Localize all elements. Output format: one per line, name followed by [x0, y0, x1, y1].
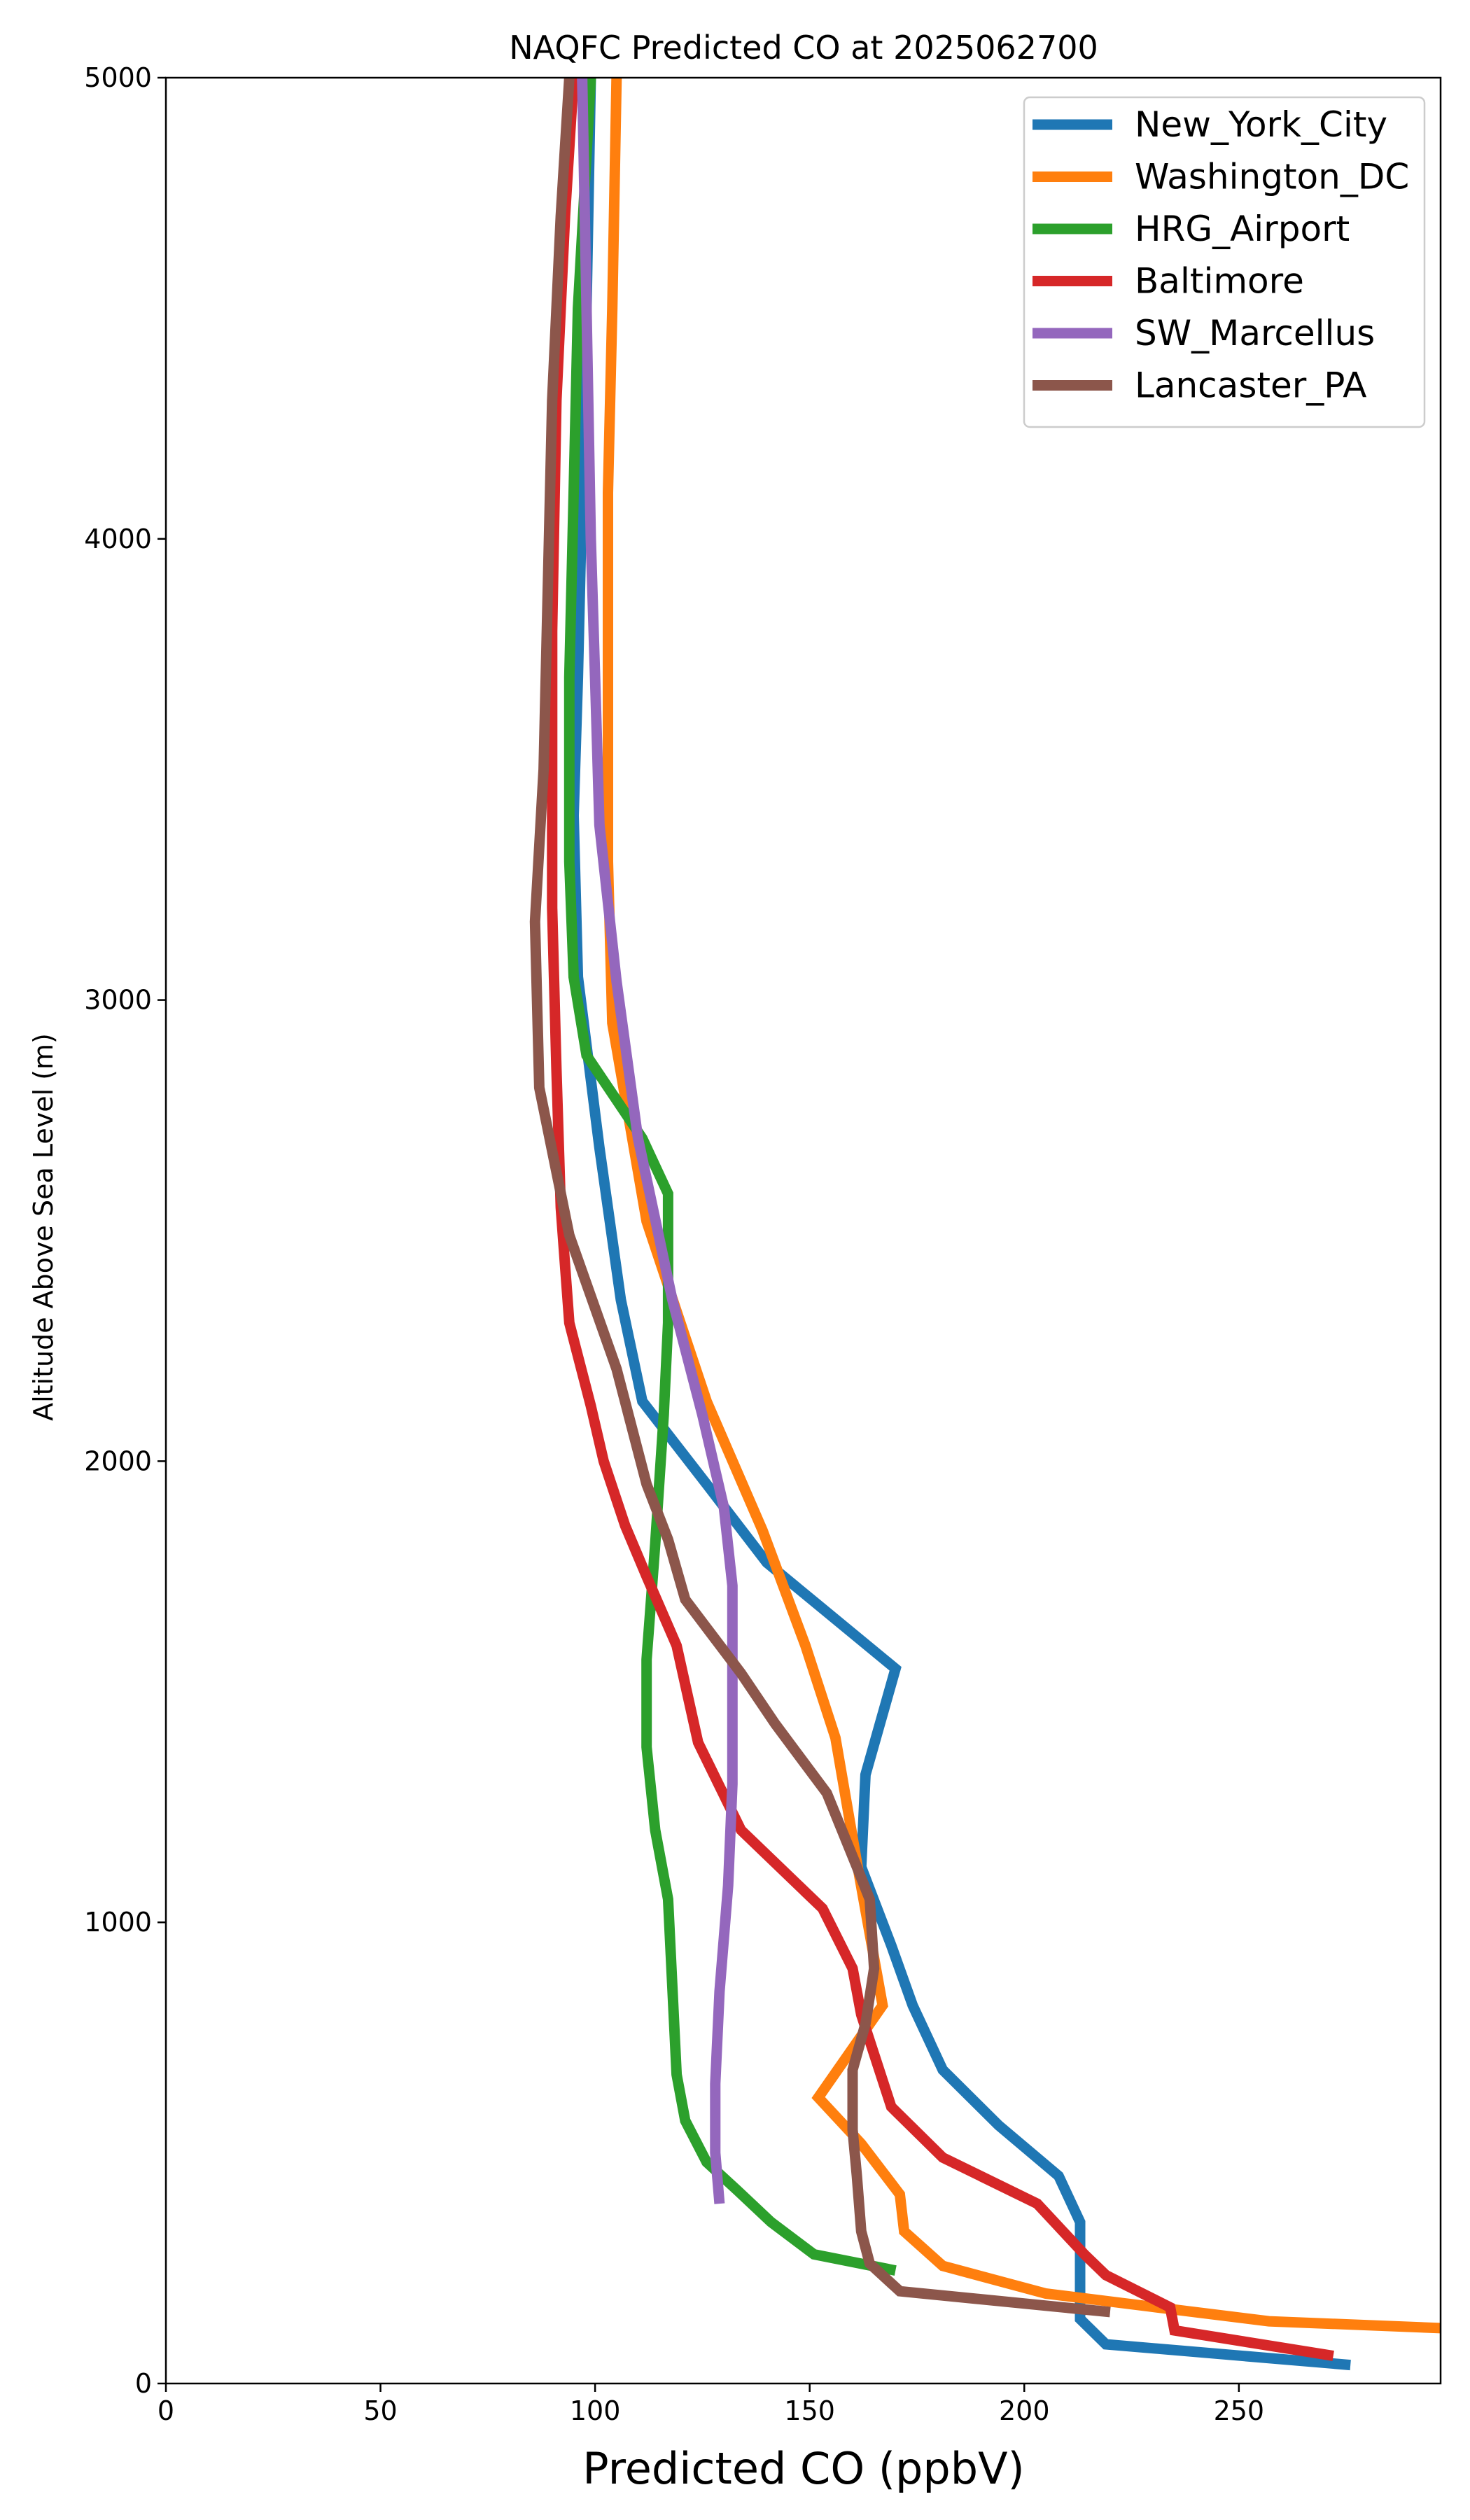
y-tick-label: 1000: [84, 1907, 152, 1938]
x-tick-label: 50: [363, 2395, 397, 2426]
y-tick-label: 0: [135, 2368, 152, 2399]
series-line-baltimore: [547, 78, 1334, 2361]
x-axis-ticks: 0 50 100 150 200 250: [158, 2384, 1264, 2426]
legend-label: Lancaster_PA: [1135, 365, 1366, 406]
x-tick-label: 200: [999, 2395, 1050, 2426]
legend-label: Baltimore: [1135, 261, 1304, 302]
y-tick-label: 2000: [84, 1446, 152, 1476]
y-tick-label: 5000: [84, 62, 152, 93]
series-line-washington-dc: [603, 78, 1441, 2334]
legend-label: Washington_DC: [1135, 157, 1409, 197]
x-axis-label: Predicted CO (ppbV): [582, 2443, 1024, 2494]
legend: New_York_City Washington_DC HRG_Airport Bal…: [1023, 96, 1426, 428]
chart-title: NAQFC Predicted CO at 2025062700: [509, 29, 1098, 66]
legend-label: New_York_City: [1135, 104, 1387, 145]
plot-frame: [164, 76, 1442, 2385]
plot-lines: [529, 78, 1441, 2371]
series-line-sw-marcellus: [577, 78, 738, 2204]
x-tick-label: 100: [570, 2395, 621, 2426]
legend-label: HRG_Airport: [1135, 209, 1350, 249]
y-axis-label: Altitude Above Sea Level (m): [28, 1033, 59, 1421]
series-line-lancaster-pa: [529, 78, 1111, 2318]
legend-label: SW_Marcellus: [1135, 313, 1375, 354]
y-tick-label: 4000: [84, 524, 152, 554]
y-tick-label: 3000: [84, 985, 152, 1016]
x-tick-label: 150: [784, 2395, 835, 2426]
x-tick-label: 0: [158, 2395, 174, 2426]
y-axis-ticks: 0 1000 2000 3000 4000 5000: [84, 62, 166, 2399]
legend-box: [1023, 96, 1426, 428]
x-tick-label: 250: [1214, 2395, 1265, 2426]
